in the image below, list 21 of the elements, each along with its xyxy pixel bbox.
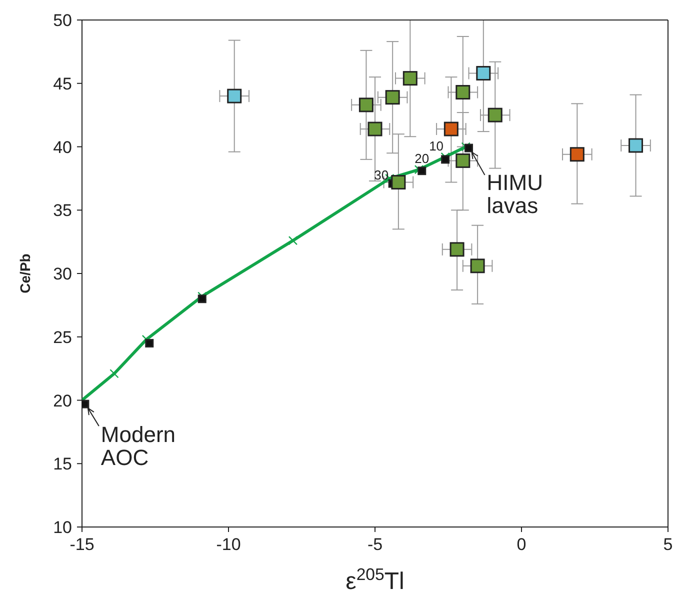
annotation: HIMU lavas: [486, 170, 543, 218]
y-tick-label: 45: [53, 74, 72, 94]
y-tick-label: 15: [53, 454, 72, 474]
y-tick-label: 25: [53, 328, 72, 347]
y-axis-title: Ce/Pb: [17, 254, 33, 294]
y-tick-label: 30: [53, 264, 72, 284]
annotation: 20: [414, 150, 430, 166]
annotation: Modern AOC: [100, 422, 176, 470]
x-tick-label: 5: [663, 535, 673, 554]
x-tick-label: -5: [367, 535, 383, 554]
x-axis-title: ε$^{205}$Tl: [346, 564, 404, 595]
x-tick-label: -10: [216, 535, 241, 554]
annotation: 10: [429, 138, 444, 154]
y-tick-label: 35: [53, 201, 72, 220]
y-tick-label: 50: [53, 11, 72, 30]
x-tick-label: 0: [516, 535, 526, 554]
x-tick-label: -15: [70, 535, 94, 554]
annotation: 30: [374, 168, 389, 183]
y-tick-label: 40: [53, 138, 72, 157]
y-tick-label: 10: [53, 518, 72, 538]
y-tick-label: 20: [53, 391, 72, 410]
